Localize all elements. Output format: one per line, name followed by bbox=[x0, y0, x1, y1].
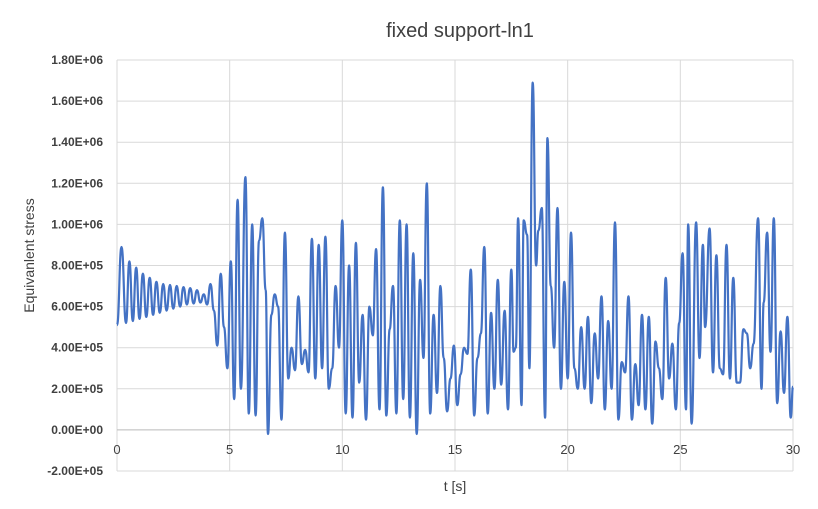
y-tick-label: 8.00E+05 bbox=[51, 259, 103, 273]
y-axis-label: Equivanlent stress bbox=[21, 198, 37, 312]
y-tick-label: 0.00E+00 bbox=[51, 423, 103, 437]
y-tick-label: 1.40E+06 bbox=[51, 135, 103, 149]
y-tick-label: 2.00E+05 bbox=[51, 382, 103, 396]
y-tick-label: 1.20E+06 bbox=[51, 176, 103, 190]
x-tick-label: 30 bbox=[786, 442, 800, 457]
x-tick-label: 15 bbox=[448, 442, 462, 457]
x-tick-label: 25 bbox=[673, 442, 687, 457]
x-tick-label: 20 bbox=[560, 442, 574, 457]
x-tick-label: 5 bbox=[226, 442, 233, 457]
y-tick-label: 1.60E+06 bbox=[51, 94, 103, 108]
chart-title: fixed support-ln1 bbox=[386, 20, 534, 42]
x-tick-label: 10 bbox=[335, 442, 349, 457]
y-tick-label: 1.80E+06 bbox=[51, 53, 103, 67]
y-tick-labels: -2.00E+05 0.00E+00 2.00E+05 4.00E+05 6.00E+0… bbox=[47, 53, 103, 478]
y-tick-label: 1.00E+06 bbox=[51, 217, 103, 231]
series-line bbox=[115, 81, 795, 436]
x-tick-label: 0 bbox=[113, 442, 120, 457]
y-tick-label: 4.00E+05 bbox=[51, 341, 103, 355]
x-axis-label: t [s] bbox=[444, 478, 467, 494]
y-tick-label: -2.00E+05 bbox=[47, 464, 103, 478]
x-tick-labels: 0 5 10 15 20 25 30 bbox=[113, 442, 800, 457]
y-tick-label: 6.00E+05 bbox=[51, 300, 103, 314]
